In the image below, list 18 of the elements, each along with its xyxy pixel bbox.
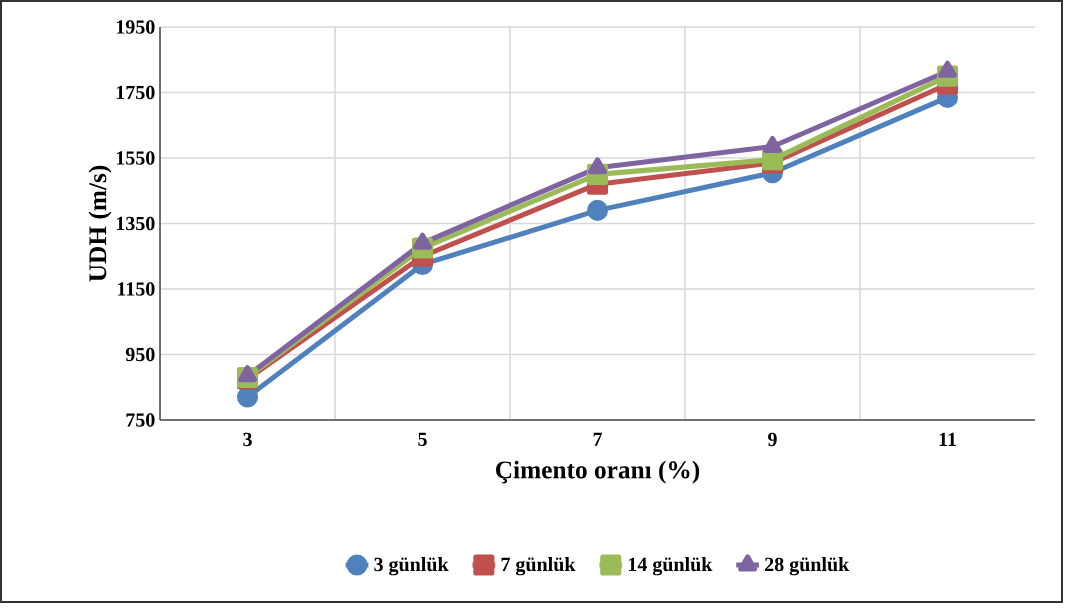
y-tick-label: 950: [125, 347, 155, 362]
y-tick-label: 1550: [116, 151, 155, 165]
legend-label: 28 günlük: [765, 557, 850, 576]
x-tick-label: 5: [418, 432, 427, 446]
x-tick-label: 11: [939, 432, 956, 446]
y-tick-label: 1150: [118, 282, 155, 296]
y-tick-label: 1350: [116, 216, 155, 231]
y-tick-label: 750: [126, 413, 155, 427]
x-tick-label: 3: [243, 432, 252, 447]
x-axis-title: Çimento oranı (%): [496, 460, 700, 484]
y-axis-title: UDH (m/s): [88, 165, 112, 282]
y-tick-label: 1750: [116, 85, 155, 100]
y-tick-label: 1950: [116, 20, 155, 34]
legend-label: 3 günlük: [374, 557, 449, 576]
x-tick-label: 9: [768, 432, 777, 447]
legend-label: 7 günlük: [501, 557, 576, 576]
legend-label: 14 günlük: [628, 557, 713, 576]
x-tick-label: 7: [593, 432, 603, 446]
